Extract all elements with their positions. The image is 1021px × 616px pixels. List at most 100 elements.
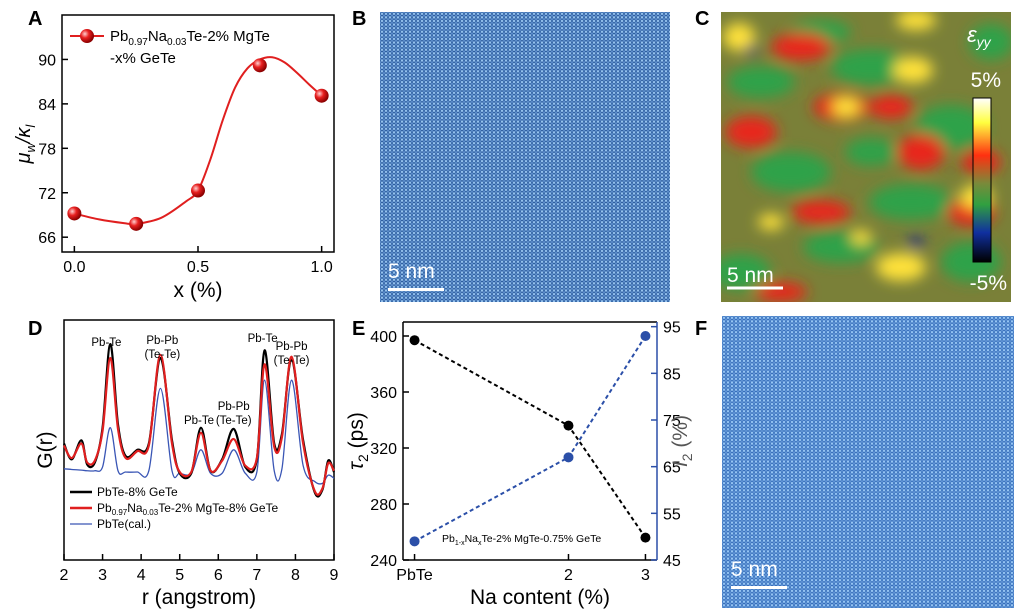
x-tick-label: 9 [330,567,339,584]
x-tick-label: 8 [291,567,300,584]
y-tick-label-right: 55 [663,506,681,523]
panel-letter-b: B [352,8,367,30]
peak-annotation: Pb-Te [184,415,214,427]
panel-letter-c: C [695,8,710,30]
strain-blob-red [725,116,777,148]
chart-a: 0.0 0.5 1.0 66 72 78 84 90 x (%) μw/κl Pb0.97Na0.0… [13,14,335,302]
scale-label-f: 5 nm [731,558,778,581]
strain-blob-green [969,24,1011,60]
x-tick-label: PbTe [396,567,433,584]
y-axis-label-right-e: I2 (%) [669,415,695,467]
chart-d-frame [63,319,335,561]
chart-e: 240 280 320 360 400 45 55 65 75 85 95 PbTe 2 3 Na cont… [345,320,695,609]
x-tick-label: 7 [252,567,261,584]
data-point-tau2 [563,420,574,431]
strain-blob-red [771,33,831,61]
data-point [191,183,205,198]
y-tick-label-left: 360 [370,385,397,402]
strain-blob-green [751,152,831,192]
y-tick-label: 78 [38,141,56,158]
series-line-tau2 [414,339,647,539]
y-axis-label-d: G(r) [34,431,57,468]
x-tick-label: 0.0 [63,259,85,276]
legend-text-a-line2: -x% GeTe [110,50,176,67]
y-tick-label-left: 280 [370,497,397,514]
strain-blob-yellow [851,230,871,244]
colorbar-top-label: 5% [971,69,1001,92]
x-tick-label: 4 [137,567,146,584]
x-tick-label: 2 [60,567,69,584]
strain-blob-blue [745,45,757,55]
y-tick-label-right: 85 [663,366,681,383]
y-tick-label-left: 400 [370,329,397,346]
y-tick-label-left: 320 [370,441,397,458]
y-tick-label: 72 [38,186,56,203]
strain-blob-red [897,134,945,170]
x-tick-label: 6 [214,567,223,584]
y-tick-label-right: 95 [663,320,681,337]
panel-letter-a: A [28,8,43,30]
series-line-a [74,56,323,226]
data-point-tau2 [409,335,420,346]
scale-bar-f [731,586,787,589]
x-axis-label-e: Na content (%) [470,586,610,609]
panel-letter-e: E [352,318,366,340]
y-tick-label-right: 75 [663,413,681,430]
data-point [314,88,329,103]
strain-blobs [721,12,1011,302]
peak-annotation: Pb-Te [91,337,121,349]
peak-annotation: Pb-Pb [218,401,250,413]
strain-blob-yellow [896,12,936,30]
strain-blob-green [727,66,795,98]
scale-label-c: 5 nm [727,264,774,287]
data-point [67,206,82,221]
strain-blob-yellow [758,214,784,230]
x-tick-label: 3 [641,567,650,584]
series-line-d-2 [63,379,335,485]
series-line-d-1 [63,353,335,496]
x-tick-label: 2 [564,567,573,584]
data-point [252,58,267,73]
strain-blob-red [791,200,851,224]
legend-marker-a [80,29,94,43]
strain-blob-yellow [876,253,926,281]
data-point-i2 [640,331,651,341]
peak-annotation: (Te-Te) [216,415,252,427]
composition-note-e: Pb1-xNaxTe-2% MgTe-0.75% GeTe [442,533,601,547]
x-axis-label-a: x (%) [174,279,223,302]
strain-blob-yellow [723,23,755,51]
data-point [129,216,144,231]
strain-blob-green [831,49,911,85]
legend-text-d: Pb0.97Na0.03Te-2% MgTe-8% GeTe [97,501,279,517]
series-line-i2 [414,335,647,543]
stem-image-b: 5 nm [380,12,670,302]
colorbar-bottom-label: -5% [970,272,1007,295]
y-tick-label-right: 65 [663,460,681,477]
x-tick-label: 1.0 [311,259,333,276]
strain-blob-green [869,184,953,220]
chart-d: 2 3 4 5 6 7 8 9Pb-Te Pb-Pb(Te-Te)Pb-TePb-Pb(Te-T… [34,319,339,609]
panel-letter-f: F [695,318,708,340]
strain-blob-blue [908,236,924,248]
strain-blob-green [845,138,897,166]
y-tick-label: 84 [38,97,56,114]
x-axis-label-d: r (angstrom) [142,586,256,609]
y-tick-label: 90 [38,52,56,69]
strain-blob-green [721,254,771,290]
y-tick-label-left: 240 [370,553,397,570]
colorbar [972,97,992,263]
scale-bar-b [388,288,444,291]
y-axis-label-left-e: τ2 (ps) [345,412,371,470]
x-tick-label: 5 [175,567,184,584]
x-tick-label: 3 [98,567,107,584]
strain-blob-yellow [893,57,933,83]
peak-annotation: Pb-Pb [146,335,178,347]
data-point-tau2 [640,532,651,543]
panel-letter-d: D [28,318,43,340]
scale-label-b: 5 nm [388,260,435,283]
legend-text-d: PbTe-8% GeTe [97,485,178,499]
peak-annotation: (Te-Te) [144,349,180,361]
strain-map-c: εyy 5% -5% 5 nm [721,12,1011,302]
legend-text-a: Pb0.97Na0.03Te-2% MgTe [110,28,270,48]
y-tick-label: 66 [38,230,56,247]
